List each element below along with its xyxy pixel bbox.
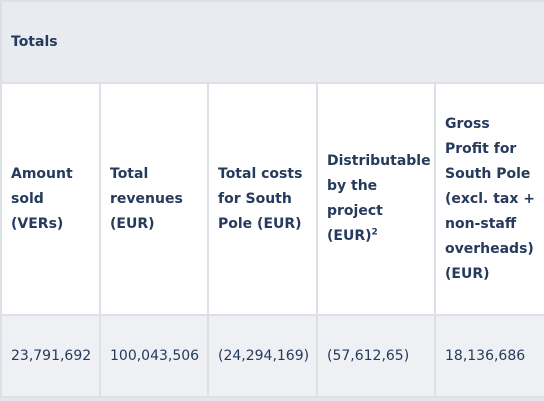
value-distributable: (57,612,65) [316,314,436,398]
value-gross-profit: 18,136,686 [433,314,544,398]
value-amount-sold: 23,791,692 [0,314,101,398]
header-amount-sold: Amount sold (VERs) [0,82,101,316]
header-distributable: Distributable by the project (EUR)2 [316,82,436,316]
header-row: Amount sold (VERs) Total revenues (EUR) … [0,82,544,316]
table-title: Totals [0,0,544,84]
footnote-marker: 2 [371,227,378,238]
table-row: 23,791,692 100,043,506 (24,294,169) (57,… [0,314,544,398]
header-total-costs: Total costs for South Pole (EUR) [207,82,318,316]
header-gross-profit: Gross Profit for South Pole (excl. tax +… [433,82,544,316]
value-total-costs: (24,294,169) [207,314,318,398]
value-total-revenues: 100,043,506 [99,314,209,398]
header-total-revenues: Total revenues (EUR) [99,82,209,316]
header-distributable-label: Distributable by the project (EUR) [327,153,431,244]
